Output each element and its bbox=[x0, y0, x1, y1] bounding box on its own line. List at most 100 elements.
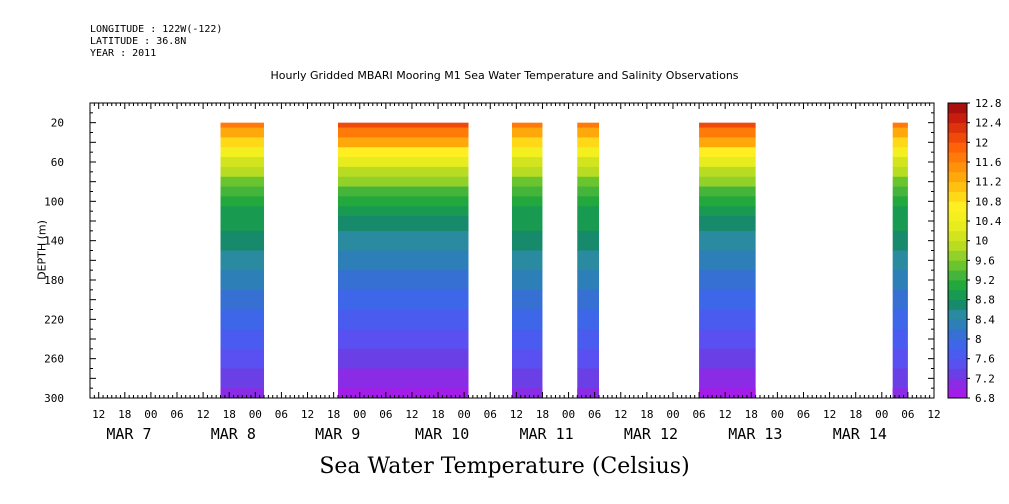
x-day-label: MAR 8 bbox=[211, 425, 256, 443]
heatmap-cell bbox=[220, 137, 265, 148]
heatmap-cell bbox=[512, 329, 543, 350]
colorbar-swatch bbox=[948, 250, 967, 261]
y-tick-label: 140 bbox=[44, 235, 64, 248]
heatmap-cell bbox=[577, 147, 600, 158]
x-tick-label: 12 bbox=[301, 408, 314, 421]
colorbar-swatch bbox=[948, 368, 967, 379]
heatmap-cell bbox=[699, 176, 756, 188]
colorbar-label: 12 bbox=[975, 136, 988, 149]
colorbar-swatch bbox=[948, 103, 967, 114]
colorbar-swatch bbox=[948, 358, 967, 369]
colorbar-swatch bbox=[948, 230, 967, 242]
observation-segment bbox=[512, 122, 543, 399]
heatmap-cell bbox=[699, 206, 756, 217]
colorbar-label: 7.6 bbox=[975, 353, 995, 366]
colorbar-swatch bbox=[948, 280, 967, 291]
x-day-label: MAR 11 bbox=[519, 425, 573, 443]
x-tick-label: 18 bbox=[327, 408, 340, 421]
heatmap-cell bbox=[892, 250, 908, 271]
heatmap-cell bbox=[577, 137, 600, 148]
colorbar-swatch bbox=[948, 260, 967, 271]
heatmap-cell bbox=[337, 127, 469, 138]
heatmap-cell bbox=[512, 196, 543, 207]
y-tick-label: 60 bbox=[51, 156, 64, 169]
heatmap-cell bbox=[512, 348, 543, 369]
heatmap-cell bbox=[512, 166, 543, 178]
colorbar-label: 12.8 bbox=[975, 97, 1002, 110]
colorbar-swatch bbox=[948, 191, 967, 202]
heatmap-cell bbox=[577, 230, 600, 251]
observation-segment bbox=[699, 122, 756, 399]
x-tick-label: 06 bbox=[170, 408, 183, 421]
heatmap-cell bbox=[577, 250, 600, 271]
colorbar-label: 8 bbox=[975, 333, 982, 346]
heatmap-cell bbox=[337, 176, 469, 188]
colorbar-swatch bbox=[948, 378, 967, 389]
heatmap-cell bbox=[577, 270, 600, 291]
heatmap-cell bbox=[699, 157, 756, 168]
heatmap-cell bbox=[512, 270, 543, 291]
colorbar-label: 6.8 bbox=[975, 392, 995, 405]
x-tick-label: 18 bbox=[118, 408, 131, 421]
heatmap-cell bbox=[337, 157, 469, 168]
heatmap-cell bbox=[512, 137, 543, 148]
heatmap-cell bbox=[699, 250, 756, 271]
heatmap-cell bbox=[220, 289, 265, 310]
heatmap-cell bbox=[337, 196, 469, 207]
colorbar-swatch bbox=[948, 299, 967, 310]
heatmap-cell bbox=[512, 206, 543, 217]
heatmap-cell bbox=[892, 166, 908, 178]
heatmap-cell bbox=[577, 329, 600, 350]
heatmap-cell bbox=[337, 206, 469, 217]
x-tick-label: 12 bbox=[92, 408, 105, 421]
heatmap-cell bbox=[337, 348, 469, 369]
heatmap-cell bbox=[512, 216, 543, 232]
colorbar-swatch bbox=[948, 388, 967, 399]
x-tick-label: 18 bbox=[431, 408, 444, 421]
heatmap-cell bbox=[892, 157, 908, 168]
heatmap-cell bbox=[699, 122, 756, 129]
heatmap-cell bbox=[337, 388, 469, 398]
colorbar-swatch bbox=[948, 289, 967, 301]
colorbar-swatch bbox=[948, 152, 967, 163]
heatmap-cell bbox=[699, 388, 756, 398]
x-tick-label: 18 bbox=[640, 408, 653, 421]
heatmap-cell bbox=[699, 348, 756, 369]
heatmap-cell bbox=[577, 388, 600, 398]
x-tick-label: 00 bbox=[144, 408, 157, 421]
colorbar-swatch bbox=[948, 142, 967, 153]
heatmap-cell bbox=[512, 388, 543, 398]
x-day-label: MAR 12 bbox=[624, 425, 678, 443]
colorbar-label: 9.6 bbox=[975, 254, 995, 267]
heatmap-cell bbox=[512, 176, 543, 188]
heatmap-cell bbox=[892, 348, 908, 369]
heatmap-cell bbox=[337, 329, 469, 350]
colorbar-swatch bbox=[948, 171, 967, 183]
heatmap-cell bbox=[337, 137, 469, 148]
heatmap-cell bbox=[577, 289, 600, 310]
heatmap-cell bbox=[337, 309, 469, 330]
x-tick-label: 06 bbox=[901, 408, 914, 421]
heatmap-cell bbox=[577, 309, 600, 330]
heatmap-cell bbox=[892, 196, 908, 207]
x-tick-label: 12 bbox=[614, 408, 627, 421]
heatmap-cell bbox=[892, 127, 908, 138]
heatmap-cell bbox=[220, 309, 265, 330]
heatmap-cell bbox=[337, 250, 469, 271]
heatmap-cell bbox=[892, 289, 908, 310]
heatmap-cell bbox=[577, 196, 600, 207]
heatmap-cell bbox=[892, 176, 908, 188]
x-tick-label: 12 bbox=[405, 408, 418, 421]
colorbar-label: 10.8 bbox=[975, 195, 1002, 208]
colorbar-swatch bbox=[948, 319, 967, 330]
heatmap-cell bbox=[220, 147, 265, 158]
heatmap-cell bbox=[337, 216, 469, 232]
heatmap-cell bbox=[699, 309, 756, 330]
heatmap-cell bbox=[220, 127, 265, 138]
colorbar-swatch bbox=[948, 201, 967, 212]
heatmap-cell bbox=[892, 270, 908, 291]
observation-segment bbox=[337, 122, 469, 399]
colorbar-label: 8.8 bbox=[975, 294, 995, 307]
heatmap-cell bbox=[220, 166, 265, 178]
heatmap-cell bbox=[577, 122, 600, 129]
